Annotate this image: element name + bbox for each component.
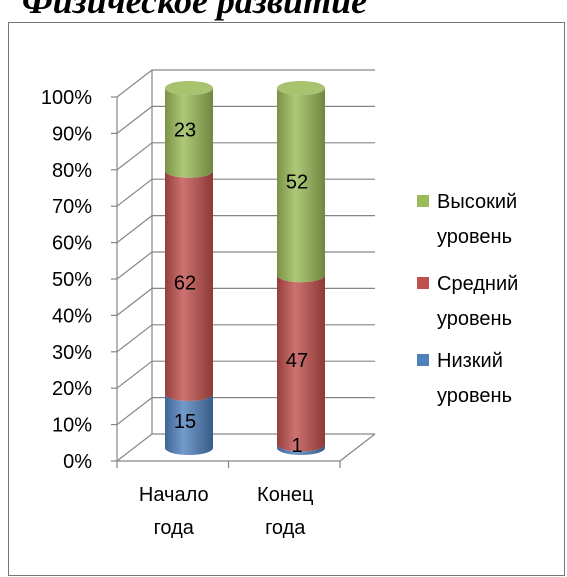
y-tick-label: 70% bbox=[52, 196, 92, 218]
data-label: 47 bbox=[286, 350, 308, 372]
y-tick-label: 10% bbox=[52, 415, 92, 437]
data-labels: 15 62 23 1 47 52 bbox=[174, 119, 308, 457]
y-tick-label: 60% bbox=[52, 233, 92, 255]
x-tick-label: Конец года bbox=[257, 484, 313, 539]
bar-segment bbox=[277, 88, 325, 283]
x-tick-label: Начало года bbox=[139, 484, 209, 539]
gridline bbox=[116, 105, 375, 134]
gridline bbox=[116, 178, 375, 207]
gridline bbox=[116, 69, 375, 98]
chart-title: Физическое развитие bbox=[22, 0, 368, 21]
legend-swatch bbox=[417, 354, 429, 366]
gridline bbox=[116, 324, 375, 353]
gridline bbox=[116, 433, 375, 462]
y-tick-label: 90% bbox=[52, 123, 92, 145]
y-tick-label: 20% bbox=[52, 378, 92, 400]
y-tick-label: 80% bbox=[52, 160, 92, 182]
data-label: 15 bbox=[174, 411, 196, 433]
legend-label: Высокий уровень bbox=[437, 191, 517, 248]
y-tick-label: 50% bbox=[52, 269, 92, 291]
gridline bbox=[116, 251, 375, 280]
gridline bbox=[116, 397, 375, 426]
bar-top-cap bbox=[277, 81, 325, 95]
data-label: 1 bbox=[291, 435, 302, 457]
y-tick-label: 100% bbox=[41, 87, 92, 109]
chart-frame bbox=[8, 22, 565, 576]
gridline bbox=[116, 287, 375, 316]
legend-label: Средний уровень bbox=[437, 273, 518, 330]
floor-right-edge bbox=[339, 433, 376, 462]
y-tick-label: 30% bbox=[52, 342, 92, 364]
bar-segment bbox=[277, 275, 325, 452]
gridlines bbox=[116, 69, 375, 462]
legend-swatch bbox=[417, 277, 429, 289]
legend-label: Низкий уровень bbox=[437, 350, 512, 407]
tick-labels: 0% 10% 20% 30% 40% 50% 60% 70% 80% 90% 100% Начало г… bbox=[41, 87, 314, 539]
y-tick-label: 0% bbox=[63, 451, 92, 473]
bar-segment bbox=[165, 170, 213, 401]
bar-segment bbox=[277, 444, 325, 455]
gridline bbox=[116, 215, 375, 244]
data-label: 52 bbox=[286, 172, 308, 194]
data-label: 62 bbox=[174, 272, 196, 294]
bar-top-cap bbox=[165, 81, 213, 95]
data-label: 23 bbox=[174, 119, 196, 141]
gridline bbox=[116, 360, 375, 389]
axes bbox=[111, 96, 376, 468]
bar-segment bbox=[165, 394, 213, 455]
bar-segment bbox=[165, 88, 213, 178]
y-tick-label: 40% bbox=[52, 305, 92, 327]
legend: Высокий уровень Средний уровень Низкий уровен… bbox=[417, 191, 518, 407]
gridline bbox=[116, 142, 375, 171]
bars bbox=[165, 81, 325, 455]
legend-swatch bbox=[417, 195, 429, 207]
